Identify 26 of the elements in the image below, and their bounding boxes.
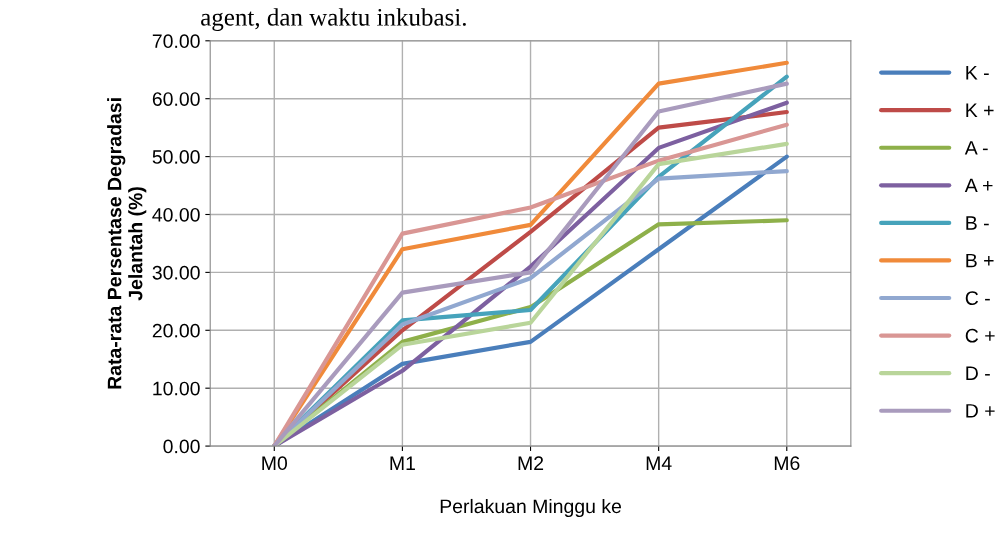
legend-label: D - xyxy=(966,366,990,380)
legend-label: C - xyxy=(965,291,990,306)
y-tick-label: 0.00 xyxy=(163,439,200,454)
x-tick-label: M1 xyxy=(390,456,415,470)
x-tick-label: M2 xyxy=(518,456,544,470)
legend-label: A - xyxy=(964,141,988,155)
legend-label: C + xyxy=(965,328,995,343)
legend-label: B + xyxy=(966,253,994,268)
y-tick-label: 20.00 xyxy=(152,323,200,338)
text: agent, dan waktu inkubasi. xyxy=(201,8,466,31)
y-tick-label: 50.00 xyxy=(152,150,200,164)
x-tick-label: M6 xyxy=(774,456,800,471)
y-tick-label: 70.00 xyxy=(152,34,200,49)
x-tick-label: M0 xyxy=(262,456,288,471)
legend-label: K + xyxy=(966,103,994,117)
y-tick-label: 10.00 xyxy=(153,381,200,396)
x-tick-label: M4 xyxy=(646,456,672,470)
legend-label: K - xyxy=(966,66,989,80)
y-tick-label: 30.00 xyxy=(152,265,200,280)
legend-label: A + xyxy=(964,178,993,193)
x-axis-title: Perlakuan Minggu ke xyxy=(440,498,622,518)
legend-label: B - xyxy=(966,216,989,230)
y-tick-label: 40.00 xyxy=(152,207,200,222)
y-axis-title: Rata-rata Persentase Degradasi Jelantah (%) xyxy=(107,98,147,389)
y-tick-label: 60.00 xyxy=(152,92,200,106)
legend-label: D + xyxy=(966,404,995,418)
